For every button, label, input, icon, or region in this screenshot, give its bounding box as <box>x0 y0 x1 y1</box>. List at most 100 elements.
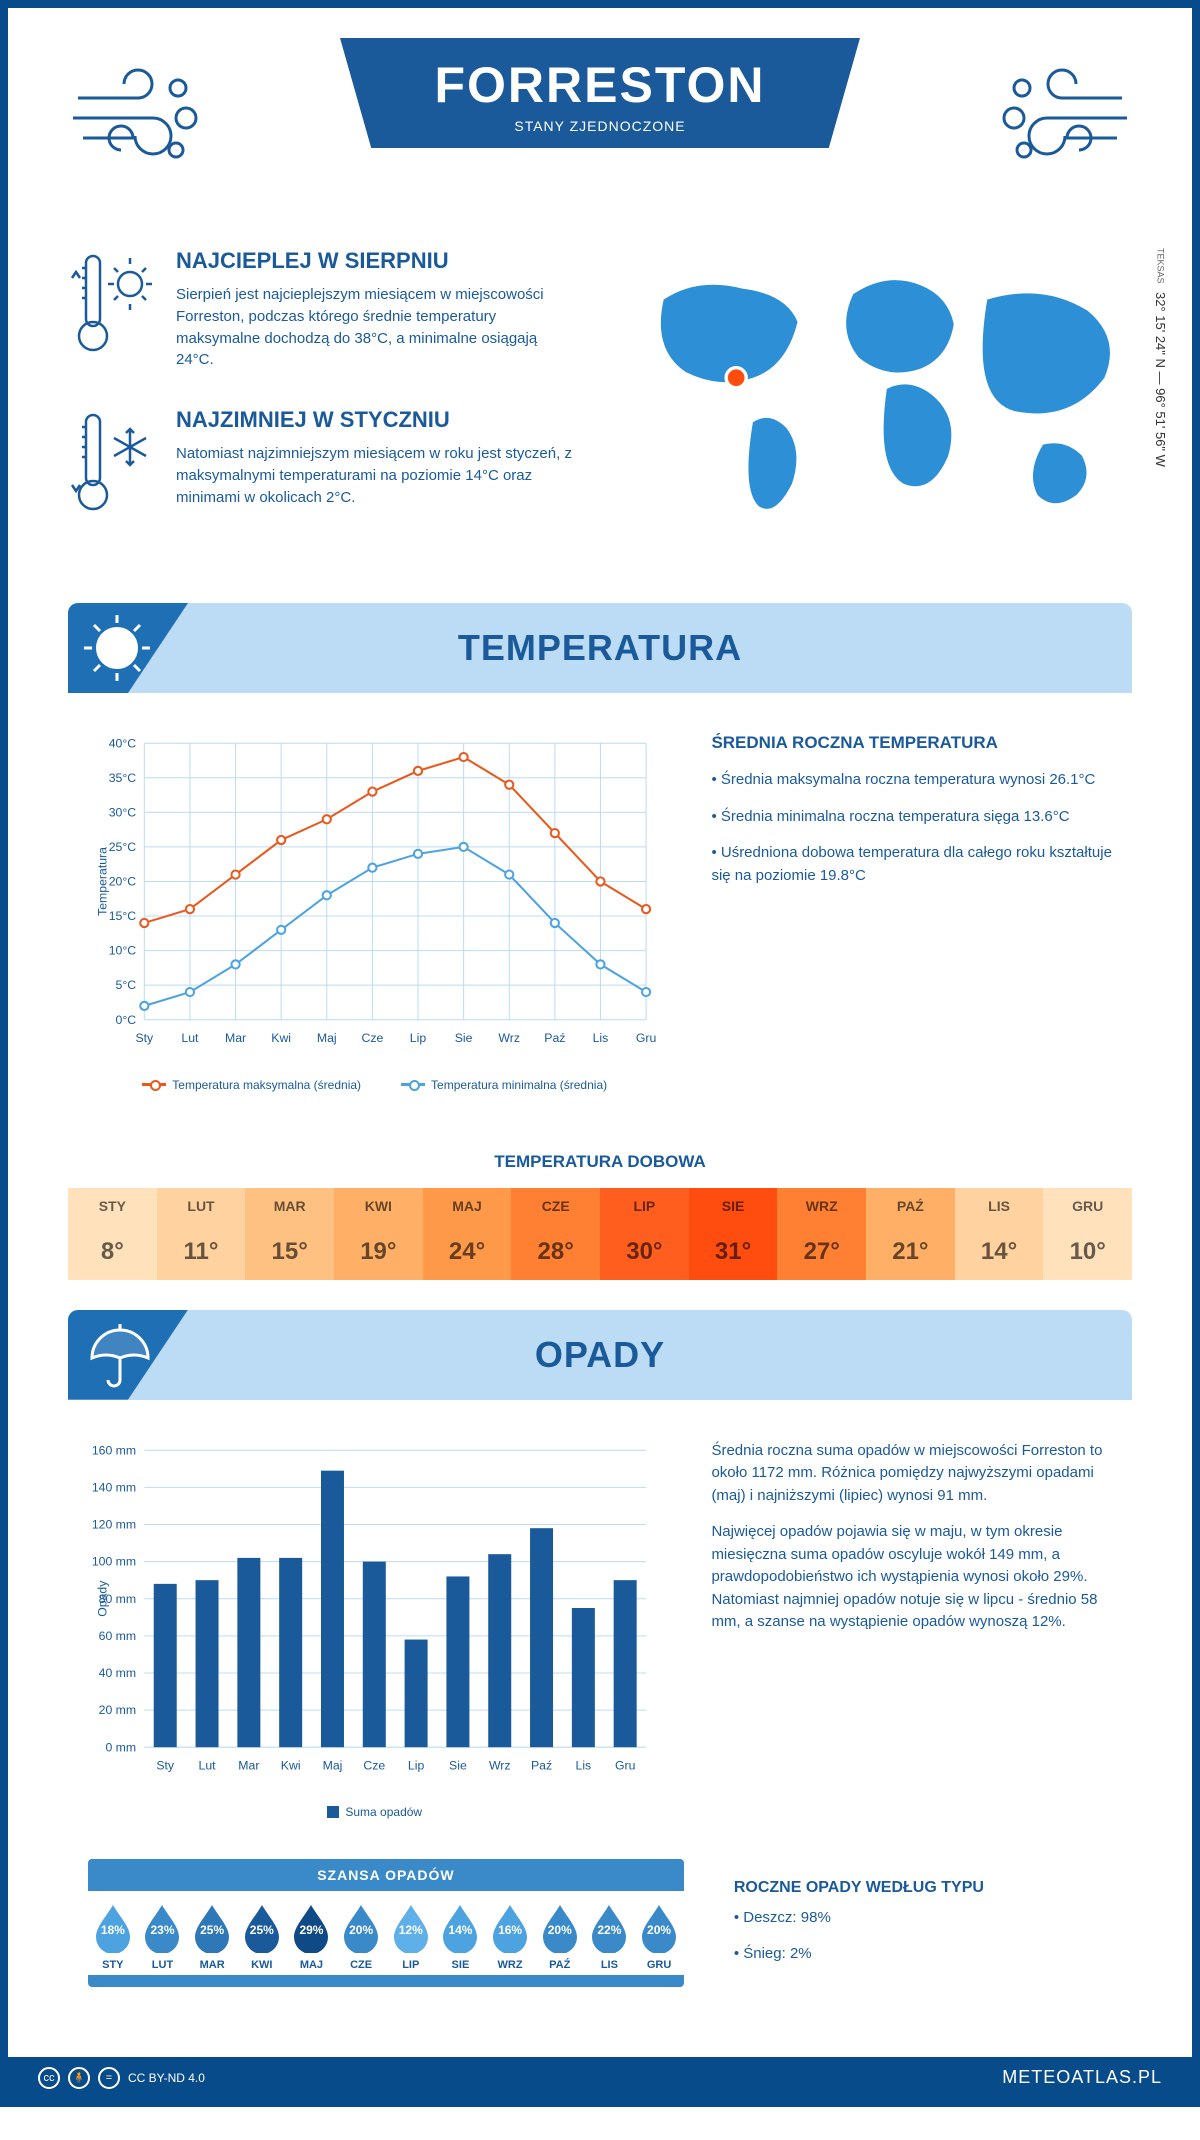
rain-chance-cell: 18% STY <box>88 1901 138 1971</box>
svg-text:Sty: Sty <box>135 1031 154 1045</box>
svg-text:Sie: Sie <box>449 1758 467 1772</box>
daily-temp-cell: LIS14° <box>955 1188 1044 1280</box>
cold-text: Natomiast najzimniejszym miesiącem w rok… <box>176 443 579 508</box>
rain-chance-cell: 23% LUT <box>138 1901 188 1971</box>
temp-bullet: • Średnia minimalna roczna temperatura s… <box>711 806 1112 829</box>
svg-text:Lut: Lut <box>199 1758 217 1772</box>
daily-temp-cell: CZE28° <box>511 1188 600 1280</box>
daily-temp-cell: LUT11° <box>157 1188 246 1280</box>
svg-text:0°C: 0°C <box>116 1013 137 1027</box>
svg-text:Lip: Lip <box>410 1031 427 1045</box>
precip-type-item: • Deszcz: 98% <box>734 1907 1132 1930</box>
svg-text:120 mm: 120 mm <box>92 1517 136 1531</box>
wind-icon <box>68 58 208 178</box>
thermometer-sun-icon <box>68 248 158 358</box>
brand-text: METEOATLAS.PL <box>1002 2067 1162 2088</box>
rain-chance-cell: 29% MAJ <box>287 1901 337 1971</box>
world-map: TEKSAS 32° 15' 24" N — 96° 51' 56" W <box>619 248 1132 553</box>
daily-temp-table: STY8° LUT11° MAR15° KWI19° MAJ24° CZE28°… <box>68 1188 1132 1280</box>
daily-temp-cell: PAŹ21° <box>866 1188 955 1280</box>
daily-temp-cell: MAJ24° <box>423 1188 512 1280</box>
svg-text:20°C: 20°C <box>109 875 137 889</box>
svg-text:100 mm: 100 mm <box>92 1554 136 1568</box>
temp-section-title: TEMPERATURA <box>68 627 1132 669</box>
rain-chance-table: SZANSA OPADÓW 18% STY 23% LUT 25% MAR 25… <box>88 1859 684 1987</box>
country-subtitle: STANY ZJEDNOCZONE <box>340 118 860 134</box>
license-text: CC BY-ND 4.0 <box>128 2071 205 2085</box>
daily-temp-cell: GRU10° <box>1043 1188 1132 1280</box>
daily-temp-cell: LIP30° <box>600 1188 689 1280</box>
svg-text:60 mm: 60 mm <box>99 1629 137 1643</box>
rain-chance-cell: 20% CZE <box>336 1901 386 1971</box>
rain-chance-cell: 20% PAŹ <box>535 1901 585 1971</box>
precip-chart-legend: Suma opadów <box>88 1805 661 1819</box>
rain-chance-cell: 25% KWI <box>237 1901 287 1971</box>
svg-text:40°C: 40°C <box>109 736 137 750</box>
precip-section-title: OPADY <box>68 1334 1132 1376</box>
wind-icon <box>992 58 1132 178</box>
sun-icon <box>80 611 154 685</box>
svg-text:30°C: 30°C <box>109 805 137 819</box>
rain-chance-cell: 12% LIP <box>386 1901 436 1971</box>
precip-type-item: • Śnieg: 2% <box>734 1943 1132 1966</box>
temperature-line-chart: 0°C 5°C 10°C 15°C 20°C 25°C 30°C 35°C 40°C Sty Lut… <box>88 733 661 1092</box>
svg-text:5°C: 5°C <box>116 978 137 992</box>
temp-bullet: • Średnia maksymalna roczna temperatura … <box>711 769 1112 792</box>
by-icon: 🧍 <box>68 2067 90 2089</box>
svg-text:Sie: Sie <box>455 1031 473 1045</box>
precip-summary: Średnia roczna suma opadów w miejscowośc… <box>711 1440 1112 1819</box>
temp-section-header: TEMPERATURA <box>68 603 1132 693</box>
footer: cc 🧍 = CC BY-ND 4.0 METEOATLAS.PL <box>8 2057 1192 2099</box>
cold-title: NAJZIMNIEJ W STYCZNIU <box>176 407 579 433</box>
daily-temp-cell: STY8° <box>68 1188 157 1280</box>
svg-text:Wrz: Wrz <box>489 1758 511 1772</box>
svg-text:Cze: Cze <box>361 1031 383 1045</box>
svg-text:Lut: Lut <box>181 1031 199 1045</box>
svg-text:Gru: Gru <box>615 1758 635 1772</box>
svg-text:Mar: Mar <box>238 1758 259 1772</box>
umbrella-icon <box>80 1318 154 1392</box>
nd-icon: = <box>98 2067 120 2089</box>
svg-text:140 mm: 140 mm <box>92 1480 136 1494</box>
svg-text:Lis: Lis <box>576 1758 592 1772</box>
city-title: FORRESTON <box>340 56 860 114</box>
warm-text: Sierpień jest najcieplejszym miesiącem w… <box>176 284 579 371</box>
svg-text:35°C: 35°C <box>109 771 137 785</box>
svg-text:Kwi: Kwi <box>271 1031 291 1045</box>
precip-section-header: OPADY <box>68 1310 1132 1400</box>
svg-text:Cze: Cze <box>363 1758 385 1772</box>
temp-chart-legend: Temperatura maksymalna (średnia) Tempera… <box>88 1078 661 1092</box>
svg-text:Gru: Gru <box>636 1031 656 1045</box>
coordinates: TEKSAS 32° 15' 24" N — 96° 51' 56" W <box>1153 248 1168 553</box>
svg-text:160 mm: 160 mm <box>92 1443 136 1457</box>
svg-text:25°C: 25°C <box>109 840 137 854</box>
svg-text:Wrz: Wrz <box>498 1031 520 1045</box>
svg-text:Kwi: Kwi <box>281 1758 301 1772</box>
precip-by-type: ROCZNE OPADY WEDŁUG TYPU • Deszcz: 98%• … <box>734 1859 1132 1980</box>
cold-block: NAJZIMNIEJ W STYCZNIU Natomiast najzimni… <box>68 407 579 517</box>
daily-temp-cell: WRZ27° <box>777 1188 866 1280</box>
svg-text:40 mm: 40 mm <box>99 1666 137 1680</box>
svg-text:Sty: Sty <box>156 1758 175 1772</box>
rain-chance-cell: 22% LIS <box>585 1901 635 1971</box>
precip-paragraph: Najwięcej opadów pojawia się w maju, w t… <box>711 1521 1112 1634</box>
svg-text:Lip: Lip <box>408 1758 425 1772</box>
warm-title: NAJCIEPLEJ W SIERPNIU <box>176 248 579 274</box>
svg-text:10°C: 10°C <box>109 944 137 958</box>
daily-temp-cell: MAR15° <box>245 1188 334 1280</box>
header: FORRESTON STANY ZJEDNOCZONE <box>68 38 1132 218</box>
title-banner: FORRESTON STANY ZJEDNOCZONE <box>340 38 860 148</box>
svg-text:Mar: Mar <box>225 1031 246 1045</box>
warm-block: NAJCIEPLEJ W SIERPNIU Sierpień jest najc… <box>68 248 579 371</box>
svg-text:15°C: 15°C <box>109 909 137 923</box>
svg-text:20 mm: 20 mm <box>99 1703 137 1717</box>
temp-summary: ŚREDNIA ROCZNA TEMPERATURA • Średnia mak… <box>711 733 1112 1092</box>
rain-chance-cell: 20% GRU <box>634 1901 684 1971</box>
rain-chance-cell: 14% SIE <box>436 1901 486 1971</box>
daily-temp-cell: SIE31° <box>689 1188 778 1280</box>
svg-text:Temperatura: Temperatura <box>95 847 109 916</box>
precip-paragraph: Średnia roczna suma opadów w miejscowośc… <box>711 1440 1112 1508</box>
thermometer-snow-icon <box>68 407 158 517</box>
daily-temp-title: TEMPERATURA DOBOWA <box>68 1152 1132 1172</box>
temp-bullet: • Uśredniona dobowa temperatura dla całe… <box>711 842 1112 887</box>
